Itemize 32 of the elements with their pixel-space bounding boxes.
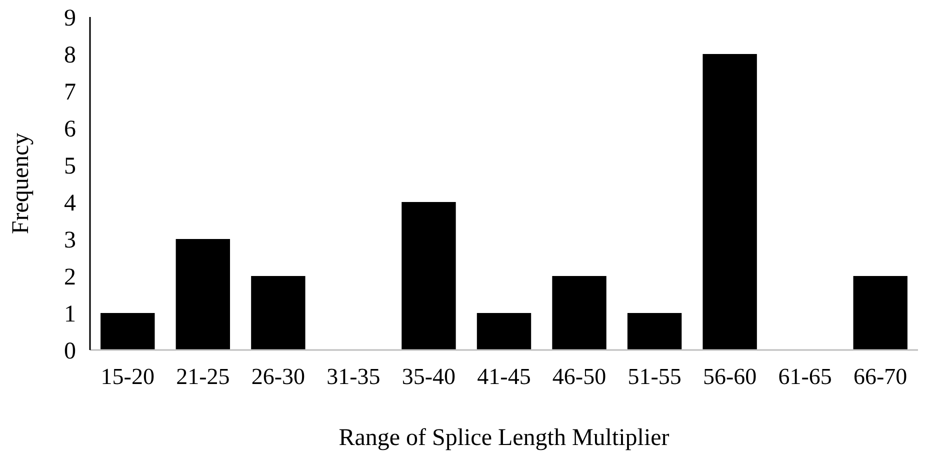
bar (251, 276, 306, 350)
x-tick-label: 35-40 (402, 364, 456, 389)
x-tick-label: 66-70 (854, 364, 908, 389)
bar (552, 276, 606, 350)
y-axis-title: Frequency (8, 132, 34, 234)
y-tick-label: 4 (64, 190, 76, 216)
y-tick-label: 0 (64, 338, 76, 364)
x-tick-label: 26-30 (251, 364, 306, 389)
x-tick-label: 61-65 (778, 364, 832, 389)
bar (476, 313, 532, 350)
x-tick-label: 46-50 (552, 364, 606, 389)
y-tick-label: 7 (64, 79, 76, 106)
bar (176, 239, 230, 350)
x-tick-label: 15-20 (100, 364, 154, 389)
y-tick-label: 8 (64, 42, 76, 68)
bar (402, 202, 456, 350)
x-tick-label: 51-55 (628, 364, 682, 389)
y-tick-label: 5 (64, 153, 76, 180)
bar (702, 54, 757, 350)
x-tick-label: 41-45 (477, 364, 531, 389)
bar (100, 313, 155, 350)
y-tick-label: 9 (64, 5, 76, 32)
bar (627, 313, 682, 350)
x-axis-title: Range of Splice Length Multiplier (338, 425, 670, 451)
y-tick-label: 6 (64, 116, 76, 142)
x-tick-label: 31-35 (326, 364, 380, 389)
y-tick-label: 1 (64, 301, 76, 328)
y-tick-label: 2 (64, 264, 76, 290)
x-tick-label: 21-25 (176, 364, 230, 389)
y-tick-label: 3 (64, 227, 76, 254)
bar (853, 276, 908, 350)
x-tick-label: 56-60 (702, 364, 757, 389)
